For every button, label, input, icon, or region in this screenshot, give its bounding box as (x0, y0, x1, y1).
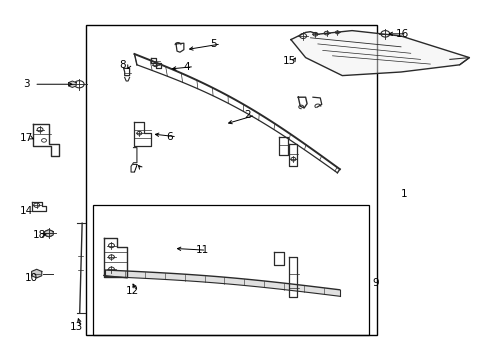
Bar (93, 205, 368, 335)
Text: 17: 17 (20, 132, 33, 143)
Polygon shape (290, 31, 468, 76)
Text: 15: 15 (282, 56, 295, 66)
Text: 1: 1 (400, 189, 407, 199)
Text: 5: 5 (210, 39, 217, 49)
Text: 13: 13 (70, 322, 83, 332)
Text: 4: 4 (183, 62, 190, 72)
Text: 3: 3 (23, 79, 30, 89)
Text: 9: 9 (372, 278, 379, 288)
Text: 8: 8 (119, 60, 125, 70)
Text: 12: 12 (126, 286, 139, 296)
Text: 18: 18 (33, 230, 46, 240)
Text: 16: 16 (395, 29, 408, 39)
Polygon shape (44, 230, 53, 237)
Polygon shape (68, 81, 76, 87)
Bar (85, 25, 376, 335)
Text: 7: 7 (131, 164, 138, 174)
Text: 10: 10 (24, 273, 38, 283)
Text: 11: 11 (195, 245, 208, 255)
Text: 2: 2 (244, 110, 251, 120)
Polygon shape (105, 270, 339, 296)
Text: 14: 14 (20, 206, 33, 216)
Polygon shape (32, 269, 41, 278)
Text: 6: 6 (166, 132, 173, 142)
